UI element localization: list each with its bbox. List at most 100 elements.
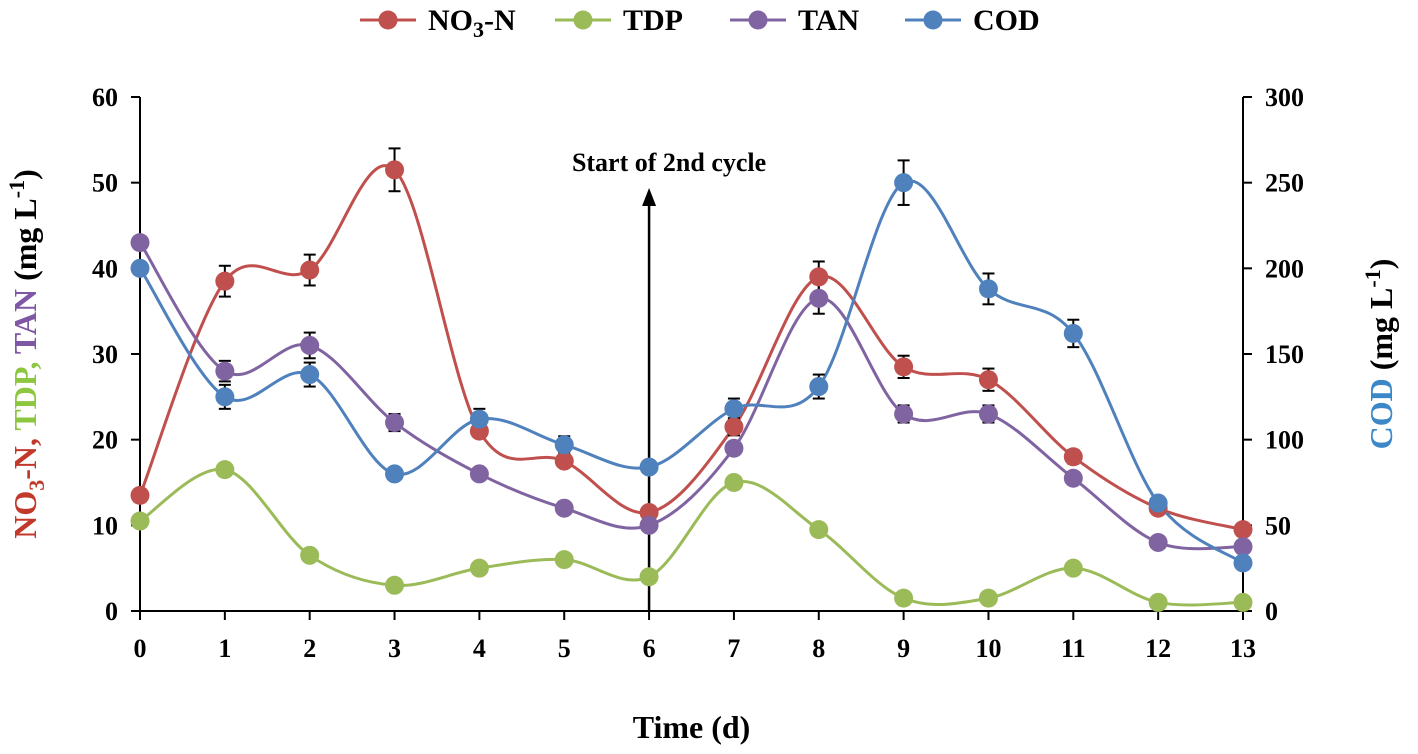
x-tick-label: 8 [812,634,825,663]
legend-marker-tan [748,10,768,30]
data-point-tdp [1148,592,1168,612]
x-tick-label: 7 [727,634,740,663]
data-point-no3-n [300,260,320,280]
y-tick-label-left: 50 [92,169,118,198]
data-point-tan [1233,537,1253,557]
y-tick-label-right: 200 [1265,254,1304,283]
data-point-no3-n [724,417,744,437]
x-tick-label: 5 [558,634,571,663]
data-point-cod [978,279,998,299]
data-point-tdp [1063,558,1083,578]
data-point-no3-n [978,370,998,390]
legend-label-no3-n: NO3-N [428,4,516,42]
data-point-tan [1148,532,1168,552]
data-point-tdp [978,588,998,608]
data-point-tan [894,404,914,424]
legend-label-tan: TAN [798,4,859,37]
data-point-tdp [554,550,574,570]
data-point-tdp [469,558,489,578]
data-point-cod [300,365,320,385]
data-point-cod [809,377,829,397]
data-point-cod [724,399,744,419]
data-point-tdp [639,567,659,587]
series-points [130,160,1253,612]
data-point-tan [130,233,150,253]
data-point-no3-n [809,267,829,287]
data-point-no3-n [554,451,574,471]
legend-label-cod: COD [973,4,1040,37]
data-point-no3-n [1063,447,1083,467]
legend: NO3-N TDP TAN COD [360,4,1040,42]
x-axis-label: Time (d) [633,709,751,745]
x-tick-label: 1 [218,634,231,663]
data-point-cod [1233,553,1253,573]
x-tick-label: 12 [1145,634,1171,663]
data-point-tdp [809,520,829,540]
y-tick-label-left: 60 [92,83,118,112]
series-line-tan [138,241,1244,551]
x-tick-label: 10 [975,634,1001,663]
data-point-tdp [385,575,405,595]
data-point-no3-n [1233,520,1253,540]
y-tick-label-left: 40 [92,254,118,283]
y-tick-label-right: 250 [1265,169,1304,198]
data-point-tan [809,288,829,308]
x-tick-label: 2 [303,634,316,663]
data-point-tan [1063,468,1083,488]
series-line-tdp [139,467,1244,607]
y-tick-label-right: 150 [1265,340,1304,369]
data-point-cod [1063,323,1083,343]
data-point-cod [894,173,914,193]
y-tick-label-right: 300 [1265,83,1304,112]
y-tick-label-right: 50 [1265,511,1291,540]
data-point-cod [469,409,489,429]
x-tick-label: 6 [643,634,656,663]
y-tick-label-left: 10 [92,511,118,540]
data-point-tan [978,404,998,424]
y-tick-label-right: 100 [1265,426,1304,455]
y-axis-label-left: NO3-N, TDP, TAN (mg L-1) [4,169,49,539]
x-tick-label: 11 [1061,634,1086,663]
data-point-tan [300,335,320,355]
data-point-tdp [894,588,914,608]
data-point-tan [724,438,744,458]
data-point-cod [1148,493,1168,513]
annotation: Start of 2nd cycle [572,148,766,611]
y-tick-label-right: 0 [1265,597,1278,626]
data-point-tdp [1233,592,1253,612]
x-tick-label: 4 [473,634,486,663]
legend-marker-cod [923,10,943,30]
data-point-tan [385,413,405,433]
annotation-label: Start of 2nd cycle [572,148,766,177]
data-point-no3-n [894,357,914,377]
legend-marker-tdp [573,10,593,30]
x-tick-label: 9 [897,634,910,663]
data-point-cod [130,258,150,278]
data-point-tan [639,515,659,535]
data-point-no3-n [130,485,150,505]
series-lines [138,164,1244,607]
data-point-tdp [300,545,320,565]
data-point-tan [469,464,489,484]
x-tick-label: 3 [388,634,401,663]
y-tick-label-left: 30 [92,340,118,369]
annotation-arrowhead [642,188,657,206]
data-point-cod [639,457,659,477]
x-tick-label: 0 [134,634,147,663]
data-point-cod [215,387,235,407]
legend-label-tdp: TDP [623,4,683,37]
axes [131,96,1252,620]
y-tick-label-left: 20 [92,426,118,455]
x-tick-label: 13 [1230,634,1256,663]
data-point-tdp [724,473,744,492]
y-tick-label-left: 0 [105,597,118,626]
data-point-tan [554,498,574,518]
data-point-no3-n [215,271,235,291]
data-point-cod [385,464,405,484]
data-point-tan [215,361,235,381]
y-axis-label-right: COD (mg L-1) [1360,259,1399,450]
data-point-tdp [215,460,235,480]
data-point-tdp [130,511,150,531]
